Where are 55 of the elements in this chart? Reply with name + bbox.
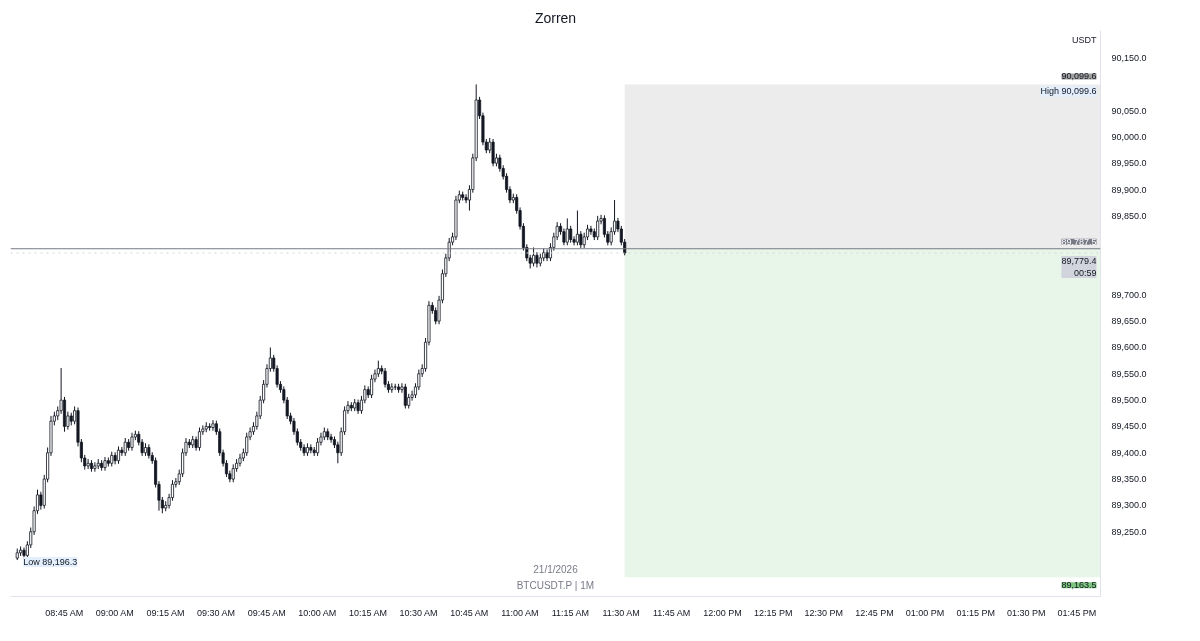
x-tick-label: 10:15 AM: [348, 607, 387, 618]
y-tick-label: 89,700.0: [1111, 289, 1147, 300]
x-tick-label: 01:30 PM: [1007, 607, 1046, 618]
candlestick: [403, 383, 407, 410]
y-tick-label: 89,850.0: [1111, 210, 1147, 221]
y-tick-label: 89,250.0: [1111, 526, 1147, 537]
x-tick-label: 08:45 AM: [45, 607, 84, 618]
y-tick-label: 89,500.0: [1111, 395, 1147, 406]
candlestick: [86, 458, 90, 470]
y-tick-label: 89,900.0: [1111, 184, 1147, 195]
x-tick-label: 12:00 PM: [703, 607, 742, 618]
y-tick-label: 89,450.0: [1111, 421, 1147, 432]
y-tick-label: 89,600.0: [1111, 342, 1147, 353]
x-tick-label: 11:45 AM: [653, 607, 691, 618]
candlestick: [596, 215, 600, 241]
x-tick-label: 10:00 AM: [298, 607, 337, 618]
x-tick-label: 11:00 AM: [501, 607, 539, 618]
x-tick-label: 12:45 PM: [855, 607, 894, 618]
x-tick-label: 11:30 AM: [602, 607, 640, 618]
y-tick-label: 89,550.0: [1111, 368, 1147, 379]
x-tick-label: 09:15 AM: [146, 607, 185, 618]
x-tick-label: 01:15 PM: [956, 607, 995, 618]
x-tick-label: 09:45 AM: [247, 607, 286, 618]
candlestick: [370, 374, 374, 399]
candlestick: [120, 446, 124, 457]
x-tick-label: 01:45 PM: [1057, 607, 1097, 618]
x-tick-label: 01:00 PM: [905, 607, 945, 618]
x-tick-label: 11:15 AM: [551, 607, 590, 618]
band-label: 89,163.5: [1061, 580, 1097, 591]
band-label: 90,099.6: [1061, 71, 1097, 82]
annotation: Low 89,196.3: [23, 557, 78, 568]
x-tick-label: 10:30 AM: [399, 607, 438, 618]
y-tick-label: 90,150.0: [1111, 52, 1147, 63]
y-tick-label: 89,650.0: [1111, 316, 1147, 327]
annotation: High 90,099.6: [1040, 86, 1097, 97]
candlestick: [575, 210, 579, 246]
annotation: BTCUSDT.P | 1M: [516, 579, 595, 591]
x-tick-label: 12:30 PM: [804, 607, 844, 618]
y-tick-label: 89,950.0: [1111, 158, 1147, 169]
ref-line-label: 89,779.4 00:59: [1061, 256, 1097, 278]
ref-line-label: 89,787.5: [1061, 236, 1097, 247]
annotation: 21/1/2026: [533, 563, 579, 575]
chart-title: Zorren: [534, 9, 577, 26]
x-tick-label: 09:30 AM: [197, 607, 236, 618]
y-tick-label: 89,300.0: [1111, 500, 1147, 511]
x-tick-label: 10:45 AM: [450, 607, 489, 618]
y-axis-title: USDT: [1072, 34, 1097, 45]
candlestick: [329, 433, 333, 444]
y-tick-label: 89,400.0: [1111, 447, 1147, 458]
candlestick: [589, 225, 593, 236]
x-tick-label: 09:00 AM: [95, 607, 134, 618]
y-tick-label: 90,050.0: [1111, 105, 1147, 116]
y-tick-label: 89,350.0: [1111, 474, 1147, 485]
y-tick-label: 90,000.0: [1111, 131, 1147, 142]
x-tick-label: 12:15 PM: [753, 607, 793, 618]
